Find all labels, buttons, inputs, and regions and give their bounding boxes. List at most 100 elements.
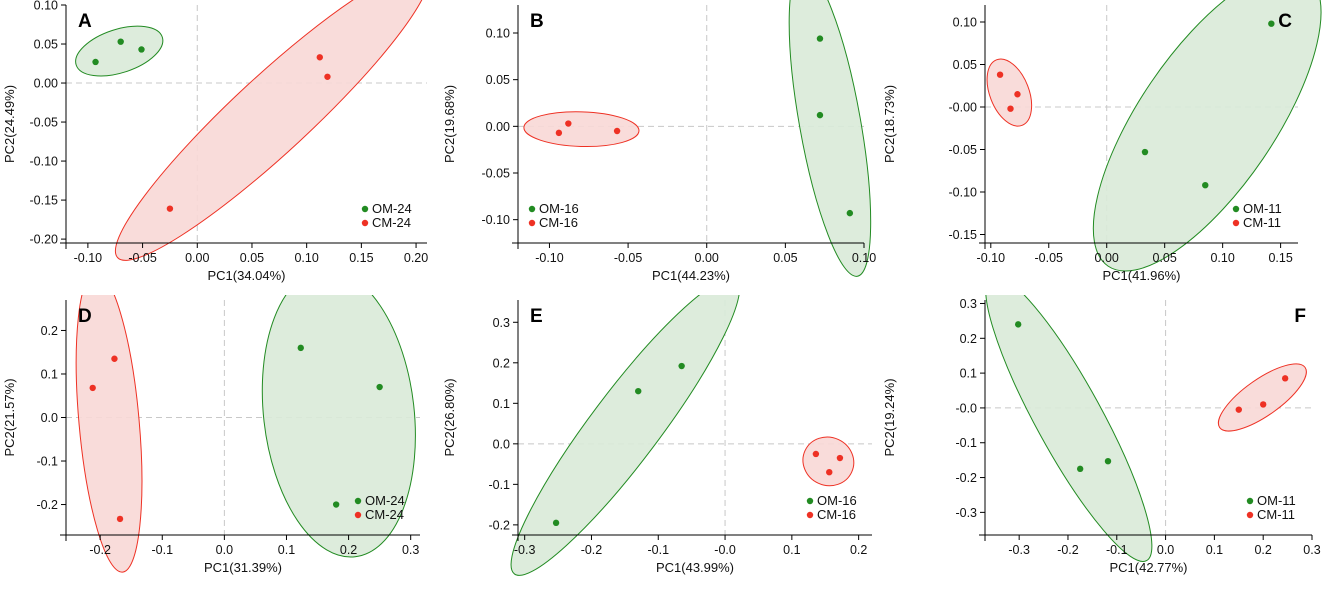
legend-marker-om-11 <box>1246 497 1254 505</box>
panel-letter: B <box>530 11 544 32</box>
point-om-11-1 <box>1014 321 1022 328</box>
x-tick-label: 0.00 <box>695 251 719 265</box>
point-om-16-1 <box>816 35 824 42</box>
legend-label-cm-11: CM-11 <box>1257 507 1295 522</box>
pca-panel-b: -0.10 -0.05 0.00 0.05 0.10 0.10 0.05 0.00 -0.05 -… <box>442 0 876 283</box>
y-tick-label: -0.1 <box>955 436 977 450</box>
point-cm-24-2 <box>89 384 96 392</box>
x-tick-label: 0.10 <box>1210 251 1234 265</box>
ellipse-cm-11 <box>986 58 1033 127</box>
point-om-16-2 <box>816 111 824 119</box>
y-tick-label: -0.2 <box>488 518 510 532</box>
x-tick-label: -0.3 <box>1008 543 1030 557</box>
x-tick-label: 0.0 <box>1157 543 1174 557</box>
panel-letter: D <box>78 306 92 327</box>
point-om-24-3 <box>332 501 340 508</box>
panel-letter: E <box>530 306 543 327</box>
x-tick-label: 0.10 <box>294 251 318 265</box>
y-tick-label: 0.2 <box>960 332 977 346</box>
point-cm-16-1 <box>565 120 572 127</box>
x-tick-label: -0.10 <box>977 251 1006 265</box>
point-cm-16-3 <box>826 468 833 476</box>
x-tick-label: 0.15 <box>349 251 373 265</box>
x-tick-label: -0.1 <box>1106 543 1128 557</box>
point-om-16-3 <box>552 519 560 527</box>
point-cm-16-3 <box>613 127 621 135</box>
ellipse-cm-16 <box>802 436 855 487</box>
y-tick-label: -0.05 <box>30 116 59 130</box>
point-cm-16-1 <box>812 450 820 458</box>
ellipse-om-11 <box>1092 0 1322 272</box>
point-om-11-2 <box>1076 465 1084 473</box>
point-om-16-2 <box>635 387 642 395</box>
point-om-11-2 <box>1141 148 1149 156</box>
ellipse-cm-24 <box>114 0 430 261</box>
pca-panel-f: -0.3 -0.2 -0.1 0.0 0.1 0.2 0.3 0.3 0.2 0.1 -0.0 -0.… <box>882 295 1321 575</box>
x-tick-label: 0.1 <box>783 543 800 557</box>
point-cm-24-1 <box>316 54 323 61</box>
x-tick-label: 0.2 <box>850 543 867 557</box>
x-tick-label: 0.1 <box>278 543 295 557</box>
point-cm-16-2 <box>836 454 844 462</box>
point-cm-11-2 <box>1259 401 1267 408</box>
point-cm-24-1 <box>111 355 118 362</box>
y-tick-label: 0.1 <box>493 397 510 411</box>
x-axis-title: PC1(34.04%) <box>207 268 285 283</box>
x-tick-label: 0.2 <box>1254 543 1271 557</box>
y-tick-label: 0.00 <box>34 77 58 91</box>
y-tick-label: -0.05 <box>949 143 978 157</box>
x-tick-label: 0.3 <box>402 543 419 557</box>
x-tick-label: 0.1 <box>1206 543 1223 557</box>
legend-marker-cm-11 <box>1246 511 1254 519</box>
y-tick-label: 0.1 <box>41 367 58 381</box>
y-tick-label: -0.10 <box>949 186 978 200</box>
y-tick-label: 0.10 <box>953 16 977 30</box>
y-tick-label: -0.0 <box>955 401 977 415</box>
x-tick-label: -0.2 <box>581 543 603 557</box>
point-om-11-1 <box>1268 20 1275 27</box>
point-om-24-2 <box>138 46 145 53</box>
point-cm-11-1 <box>1235 406 1242 413</box>
point-om-24-3 <box>92 58 99 66</box>
pca-panel-d: -0.2 -0.1 0.0 0.1 0.2 0.3 0.2 0.1 0.0 -0.1 -0.2 PC1… <box>2 295 420 575</box>
x-tick-label: -0.2 <box>89 543 111 557</box>
legend-marker-cm-24 <box>361 219 369 227</box>
y-tick-label: 0.05 <box>34 38 58 52</box>
legend-marker-cm-16 <box>528 219 536 227</box>
y-tick-label: -0.10 <box>482 213 511 227</box>
pca-panel-a: -0.10 -0.05 0.00 0.05 0.10 0.15 0.20 0.10 0.05 0.… <box>2 0 430 283</box>
y-tick-label: -0.2 <box>955 471 977 485</box>
y-tick-label: -0.10 <box>30 155 59 169</box>
legend-marker-om-16 <box>806 497 814 505</box>
legend-marker-om-11 <box>1232 205 1240 213</box>
y-axis-title: PC2(21.57%) <box>2 378 17 456</box>
legend-label-om-11: OM-11 <box>1243 201 1282 216</box>
y-axis-title: PC2(18.73%) <box>882 85 897 163</box>
x-tick-label: -0.3 <box>514 543 536 557</box>
point-cm-16-2 <box>555 129 563 137</box>
legend-label-cm-16: CM-16 <box>539 215 578 230</box>
legend-marker-om-24 <box>354 497 362 505</box>
x-tick-label: 0.10 <box>852 251 876 265</box>
ellipse-om-24 <box>261 295 416 558</box>
ellipse-cm-11 <box>1217 363 1307 432</box>
x-tick-label: -0.10 <box>535 251 564 265</box>
ellipse-om-11 <box>985 295 1153 562</box>
legend-label-om-24: OM-24 <box>372 201 412 216</box>
legend-marker-cm-16 <box>806 511 814 519</box>
x-tick-label: -0.05 <box>1035 251 1064 265</box>
point-om-24-1 <box>117 38 124 45</box>
y-axis-title: PC2(19.24%) <box>882 378 897 456</box>
y-tick-label: 0.0 <box>41 411 58 425</box>
point-cm-11-1 <box>996 71 1004 78</box>
y-axis-title: PC2(26.80%) <box>442 378 457 456</box>
y-tick-label: 0.05 <box>486 73 510 87</box>
legend-marker-om-16 <box>528 205 536 213</box>
x-axis-title: PC1(42.77%) <box>1109 560 1187 575</box>
x-tick-label: -0.0 <box>714 543 736 557</box>
point-om-16-1 <box>678 362 685 370</box>
ellipse-cm-24 <box>75 295 143 573</box>
y-tick-label: 0.1 <box>960 367 977 381</box>
x-tick-label: 0.05 <box>240 251 264 265</box>
ellipse-cm-16 <box>523 111 640 148</box>
